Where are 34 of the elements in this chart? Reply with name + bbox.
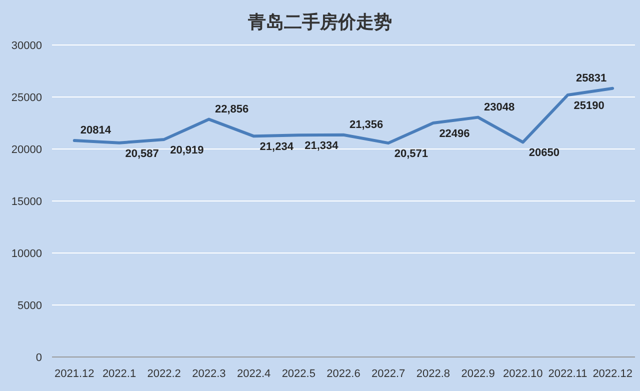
y-tick-label: 25000	[11, 92, 42, 104]
y-tick-label: 20000	[11, 144, 42, 156]
x-tick-label: 2022.5	[282, 368, 316, 380]
data-label: 25831	[576, 72, 607, 84]
y-tick-label: 10000	[11, 248, 42, 260]
x-tick-label: 2022.10	[503, 368, 543, 380]
y-tick-label: 30000	[11, 40, 42, 52]
data-label: 20814	[80, 124, 112, 137]
data-label: 23048	[484, 101, 515, 114]
data-label: 22,856	[214, 103, 249, 116]
data-label: 22496	[439, 128, 470, 140]
x-tick-label: 2021.12	[54, 368, 94, 380]
x-tick-label: 2022.1	[102, 368, 136, 380]
x-tick-label: 2022.11	[548, 368, 588, 380]
x-tick-label: 2022.2	[147, 368, 181, 380]
x-tick-label: 2022.12	[592, 368, 632, 380]
x-tick-label: 2022.8	[416, 368, 450, 380]
x-tick-label: 2022.3	[192, 368, 226, 380]
y-tick-label: 15000	[11, 196, 42, 208]
data-label: 20,919	[170, 144, 204, 156]
data-label: 21,356	[350, 118, 384, 131]
x-tick-label: 2022.7	[372, 368, 406, 380]
chart-title: 青岛二手房价走势	[247, 12, 392, 33]
x-tick-label: 2022.6	[326, 368, 360, 380]
data-label: 21,334	[304, 140, 340, 152]
x-tick-label: 2022.4	[236, 368, 271, 380]
y-tick-label: 5000	[18, 300, 42, 312]
data-label: 21,234	[260, 141, 294, 154]
data-label: 20,587	[125, 148, 159, 160]
y-tick-label: 0	[36, 352, 42, 364]
data-label: 20650	[528, 147, 560, 160]
x-tick-label: 2022.9	[461, 368, 495, 380]
data-label: 20,571	[394, 148, 428, 160]
data-label: 25190	[574, 100, 604, 112]
